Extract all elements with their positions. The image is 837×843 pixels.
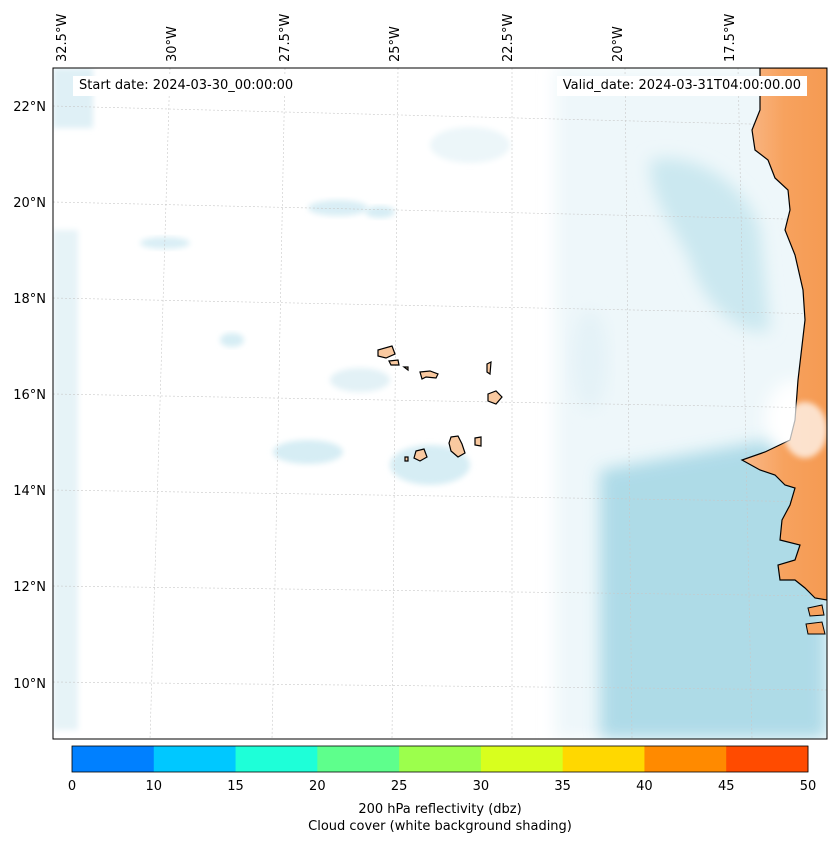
lon-label: 30°W [165,26,180,62]
colorbar-tick: 45 [717,779,735,794]
lon-label: 20°W [611,26,626,62]
valid-date-label: Valid_date: 2024-03-31T04:00:00.00 [556,76,807,96]
bissagos-island [807,604,825,617]
colorbar-tick: 35 [554,779,571,794]
lat-label: 10°N [13,677,46,692]
map-area [53,68,827,739]
colorbar-segment [480,746,564,772]
colorbar-tick: 50 [799,779,817,794]
colorbar-frame [71,745,809,773]
cape-verde-islands [377,345,503,462]
colorbar-sublabel: Cloud cover (white background shading) [308,819,572,834]
colorbar-tick: 15 [227,779,244,794]
colorbar-tick: 40 [636,779,653,794]
bissagos-island [805,621,826,635]
colorbar-tick: 20 [309,779,326,794]
lon-label: 27.5°W [278,14,293,62]
colorbar-segment [644,746,727,772]
map-frame [52,67,828,740]
colorbar-label: 200 hPa reflectivity (dbz) [358,802,522,817]
colorbar-segment [72,746,155,772]
colorbar [72,746,809,772]
lat-label: 14°N [13,484,46,499]
africa-land [740,68,827,601]
lat-label: 22°N [13,100,46,115]
colorbar-tick: 0 [67,779,77,794]
graticule [53,68,827,739]
colorbar-segment [399,746,482,772]
lat-label: 18°N [13,292,46,307]
colorbar-segment [235,746,318,772]
lon-label: 17.5°W [723,14,738,62]
colorbar-segment [726,746,809,772]
lat-label: 12°N [13,580,46,595]
lon-label: 22.5°W [501,14,516,62]
colorbar-segment [317,746,400,772]
colorbar-segment [153,746,237,772]
lon-label: 25°W [388,26,403,62]
start-date-label: Start date: 2024-03-30_00:00:00 [73,76,300,96]
lat-label: 20°N [13,196,46,211]
lat-label: 16°N [13,388,46,403]
colorbar-tick: 10 [145,779,163,794]
lon-label: 32.5°W [55,14,70,62]
colorbar-segment [562,746,645,772]
colorbar-tick: 30 [472,779,490,794]
colorbar-tick: 25 [390,779,408,794]
